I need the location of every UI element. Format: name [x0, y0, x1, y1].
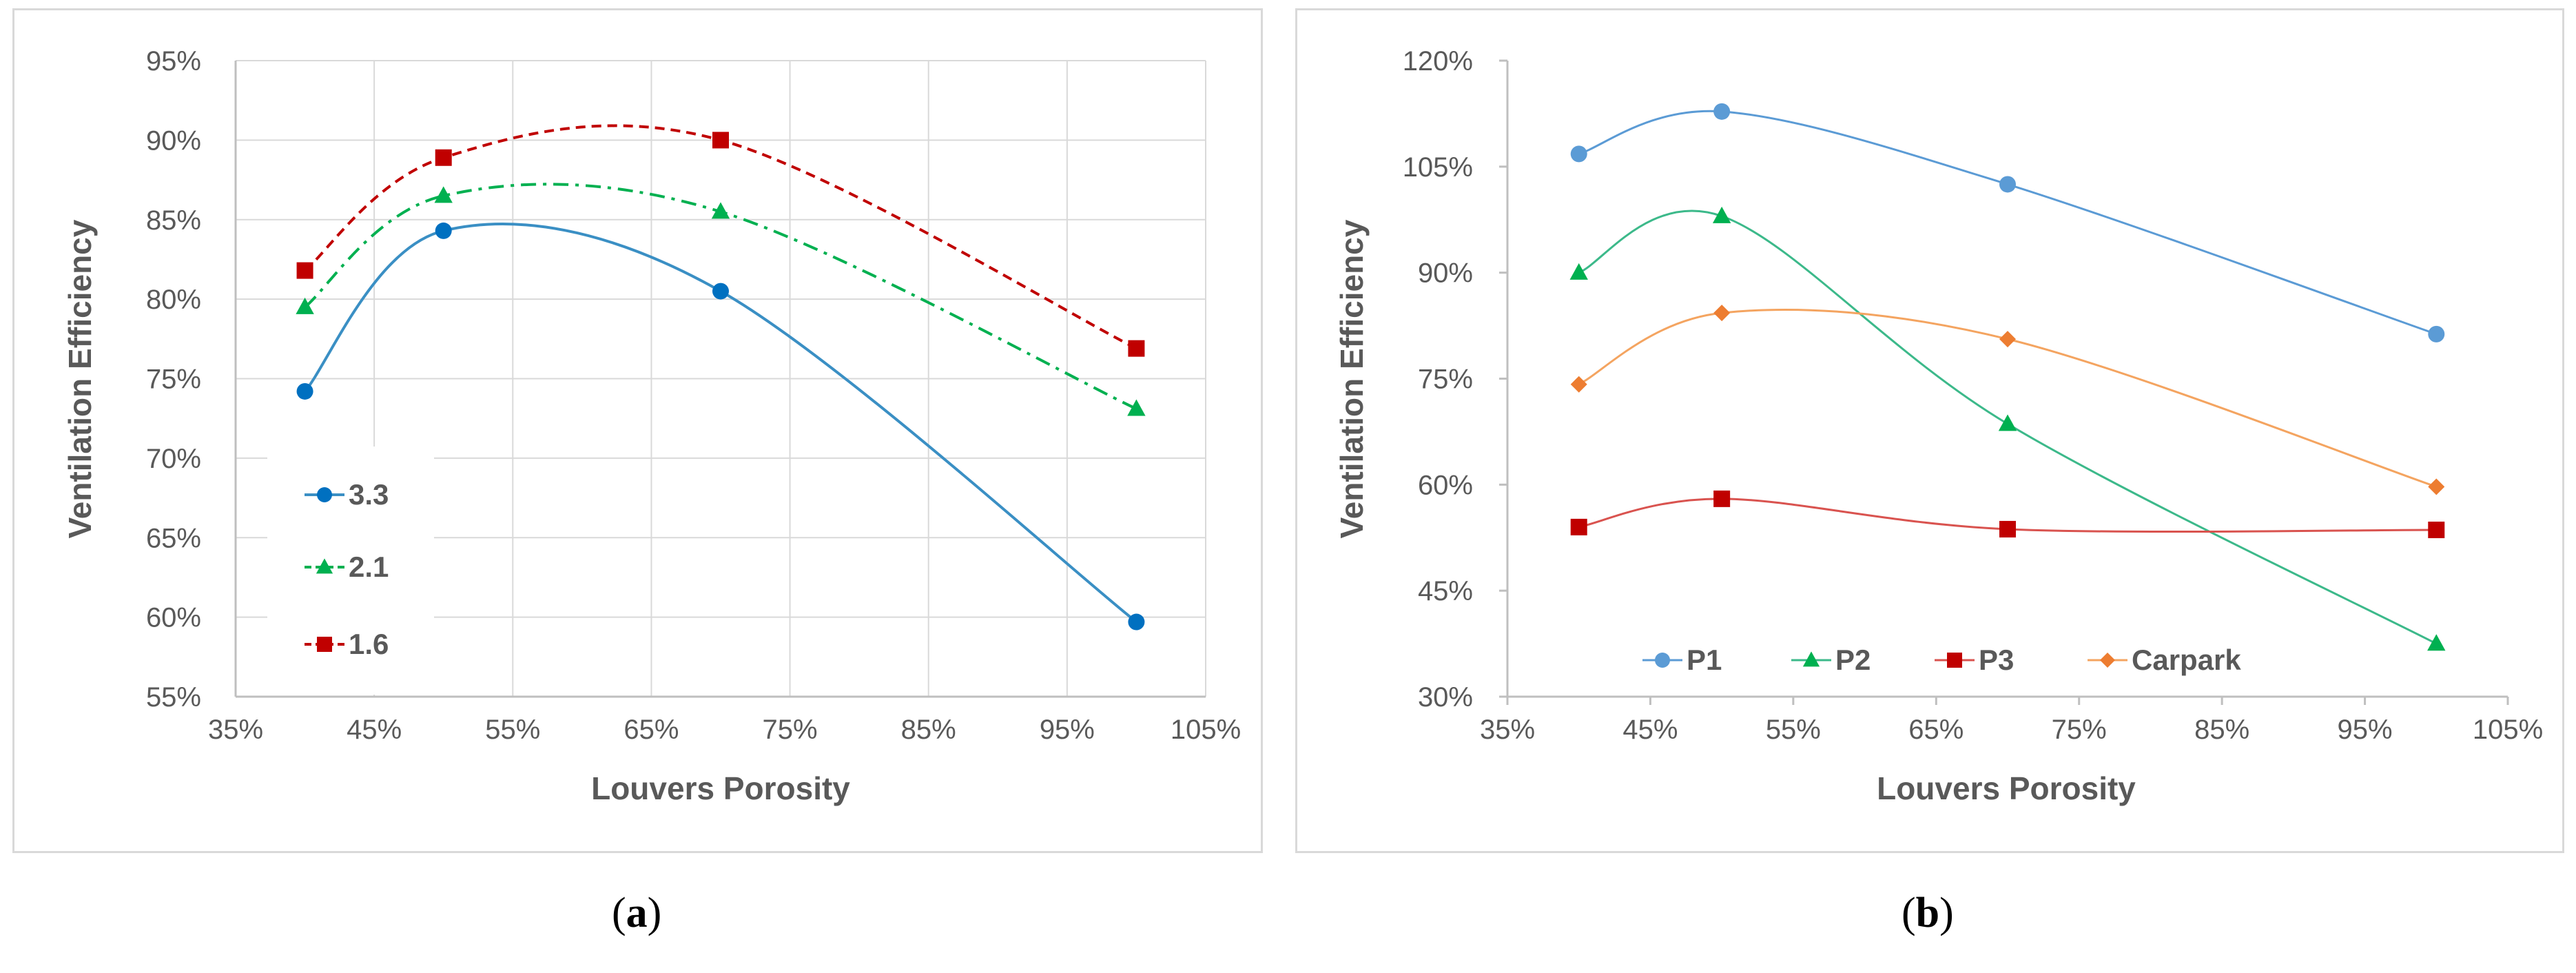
x-axis-title: Louvers Porosity	[591, 770, 850, 806]
x-tick-label: 55%	[1766, 715, 1821, 745]
series-line-2.1	[304, 183, 1137, 411]
legend-label-P3: P3	[1979, 644, 2014, 676]
legend-label-Carpark: Carpark	[2132, 644, 2241, 676]
data-point-P3	[1570, 518, 1587, 535]
data-point-3.3	[1128, 613, 1145, 631]
data-point-P2	[1712, 206, 1731, 223]
caption-a: (a)	[612, 890, 662, 936]
data-point-Carpark	[1713, 305, 1731, 322]
series-line-P3	[1578, 498, 2437, 533]
data-point-1.6	[435, 149, 452, 166]
data-point-2.1	[434, 186, 453, 203]
data-point-Carpark	[1999, 331, 2016, 348]
data-point-3.3	[296, 382, 313, 400]
legend-marker-Carpark	[2100, 653, 2115, 668]
x-tick-label: 95%	[1040, 715, 1095, 745]
legend-marker-P1	[1655, 653, 1670, 668]
legend-label-P2: P2	[1835, 644, 1871, 676]
x-tick-label: 105%	[1171, 715, 1241, 745]
x-axis-title: Louvers Porosity	[1877, 770, 2136, 806]
legend-box	[267, 447, 434, 695]
series-line-Carpark	[1578, 309, 2437, 488]
x-tick-label: 55%	[485, 715, 540, 745]
x-tick-label: 95%	[2338, 715, 2393, 745]
y-tick-label: 65%	[146, 523, 201, 553]
caption-b: (b)	[1902, 890, 1954, 936]
chart-a-frame	[12, 8, 1263, 853]
data-point-P1	[1999, 176, 2016, 193]
x-tick-label: 65%	[1908, 715, 1964, 745]
legend-marker-1.6	[317, 637, 332, 652]
y-axis-title: Ventilation Efficiency	[62, 219, 98, 538]
y-tick-label: 80%	[146, 285, 201, 315]
y-tick-label: 75%	[1418, 365, 1473, 395]
data-point-1.6	[712, 132, 729, 149]
data-point-3.3	[435, 222, 452, 239]
x-tick-label: 45%	[1622, 715, 1678, 745]
data-point-Carpark	[2428, 478, 2445, 495]
y-tick-label: 75%	[146, 365, 201, 395]
data-point-Carpark	[1570, 376, 1587, 393]
x-tick-label: 85%	[901, 715, 956, 745]
data-point-P3	[1713, 490, 1731, 507]
legend-label-1.6: 1.6	[349, 628, 389, 660]
x-tick-label: 45%	[347, 715, 402, 745]
x-tick-label: 105%	[2473, 715, 2543, 745]
y-tick-label: 60%	[1418, 470, 1473, 500]
x-tick-label: 35%	[1480, 715, 1535, 745]
legend-marker-2.1	[316, 558, 333, 574]
y-tick-label: 55%	[146, 682, 201, 713]
data-point-P3	[2428, 521, 2445, 538]
data-point-1.6	[1128, 340, 1145, 357]
legend-label-P1: P1	[1687, 644, 1722, 676]
legend-marker-3.3	[317, 487, 332, 502]
y-tick-label: 95%	[146, 46, 201, 76]
chart-b: 30% 45% 60% 75% 90% 105% 120% 35% 45% 55% 65% 75% 85…	[1334, 46, 2543, 806]
series-line-P1	[1578, 110, 2437, 336]
data-point-P1	[2428, 325, 2445, 342]
y-tick-label: 85%	[146, 205, 201, 236]
x-tick-label: 35%	[208, 715, 263, 745]
y-tick-label: 70%	[146, 444, 201, 474]
y-tick-label: 90%	[1418, 258, 1473, 289]
legend-marker-P2	[1802, 651, 1820, 667]
data-point-P1	[1713, 103, 1731, 120]
data-point-3.3	[712, 283, 729, 300]
y-tick-label: 45%	[1418, 576, 1473, 606]
legend-label-3.3: 3.3	[349, 478, 389, 511]
series-line-P2	[1578, 209, 2437, 645]
x-tick-label: 75%	[763, 715, 818, 745]
data-point-2.1	[711, 202, 730, 219]
chart-a: 55% 60% 65% 70% 75% 80% 85% 90% 95% 35% 45% 55% 65% 7…	[62, 46, 1241, 806]
y-tick-label: 120%	[1403, 46, 1473, 76]
y-tick-label: 60%	[146, 603, 201, 633]
y-axis-title: Ventilation Efficiency	[1334, 219, 1370, 538]
x-tick-label: 85%	[2194, 715, 2249, 745]
data-point-P2	[1569, 263, 1588, 280]
data-point-P3	[1999, 520, 2016, 537]
data-point-2.1	[296, 297, 314, 314]
data-point-1.6	[296, 262, 313, 279]
y-tick-label: 105%	[1403, 152, 1473, 183]
y-tick-label: 90%	[146, 125, 201, 156]
legend-label-2.1: 2.1	[349, 551, 389, 583]
x-tick-label: 75%	[2052, 715, 2107, 745]
data-point-P1	[1570, 145, 1587, 163]
data-point-P2	[2427, 634, 2446, 651]
x-tick-label: 65%	[624, 715, 679, 745]
y-tick-label: 30%	[1418, 682, 1473, 713]
data-point-P2	[1998, 414, 2017, 431]
legend-marker-P3	[1947, 653, 1962, 668]
series-line-1.6	[304, 124, 1137, 350]
series-line-3.3	[304, 223, 1137, 624]
data-point-2.1	[1127, 399, 1146, 416]
